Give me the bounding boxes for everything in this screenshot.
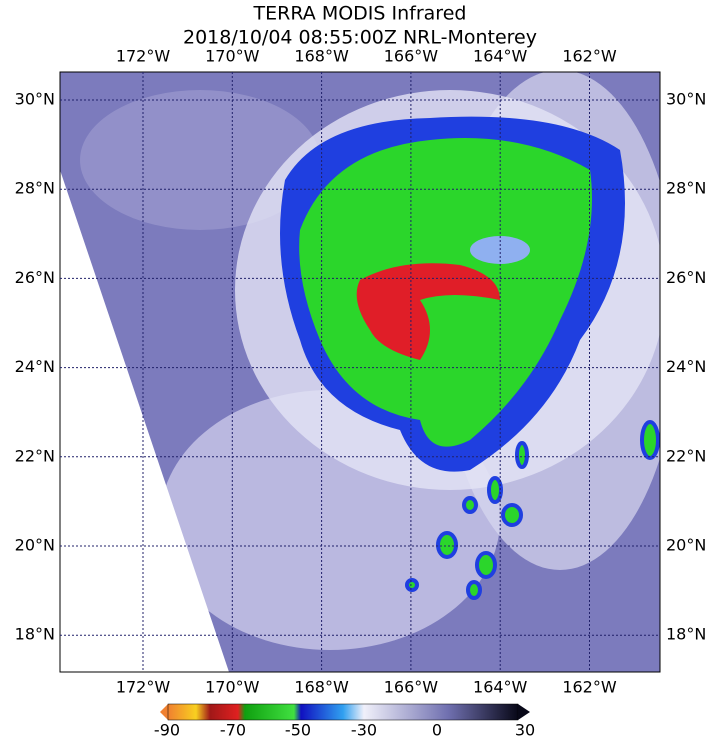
lon-label: 166°W xyxy=(384,47,439,66)
lon-label: 172°W xyxy=(116,47,171,66)
lon-label: 166°W xyxy=(384,678,439,697)
lat-label: 30°N xyxy=(15,90,55,109)
lat-label: 24°N xyxy=(666,357,706,376)
lon-label: 162°W xyxy=(562,47,617,66)
lat-label: 26°N xyxy=(15,268,55,287)
colorbar-tick-label: -30 xyxy=(351,721,377,740)
imagery xyxy=(60,72,660,672)
lat-label: 20°N xyxy=(15,536,55,555)
title-line: 2018/10/04 08:55:00Z NRL-Monterey xyxy=(183,27,537,49)
lat-label: 18°N xyxy=(15,625,55,644)
lon-label: 162°W xyxy=(562,678,617,697)
colorbar xyxy=(167,703,519,721)
colorbar-end xyxy=(518,704,530,720)
lon-label: 164°W xyxy=(473,678,528,697)
lat-label: 22°N xyxy=(15,446,55,465)
lat-label: 22°N xyxy=(666,446,706,465)
lat-label: 20°N xyxy=(666,536,706,555)
colorbar-tick-label: -90 xyxy=(154,721,180,740)
lat-label: 24°N xyxy=(15,357,55,376)
lon-label: 172°W xyxy=(116,678,171,697)
lat-label: 30°N xyxy=(666,90,706,109)
lon-label: 164°W xyxy=(473,47,528,66)
colorbar-tick-label: 0 xyxy=(432,721,442,740)
lon-label: 168°W xyxy=(294,47,349,66)
colorbar-tick-label: 30 xyxy=(515,721,535,740)
lat-label: 28°N xyxy=(15,179,55,198)
lat-label: 18°N xyxy=(666,625,706,644)
lat-label: 26°N xyxy=(666,268,706,287)
lon-label: 168°W xyxy=(294,678,349,697)
lat-label: 28°N xyxy=(666,179,706,198)
lon-label: 170°W xyxy=(205,678,260,697)
colorbar-tick-label: -70 xyxy=(220,721,246,740)
title-line: TERRA MODIS Infrared xyxy=(253,3,467,25)
colorbar-end xyxy=(160,704,168,720)
map-frame xyxy=(59,71,661,673)
colorbar-tick-label: -50 xyxy=(285,721,311,740)
lon-label: 170°W xyxy=(205,47,260,66)
